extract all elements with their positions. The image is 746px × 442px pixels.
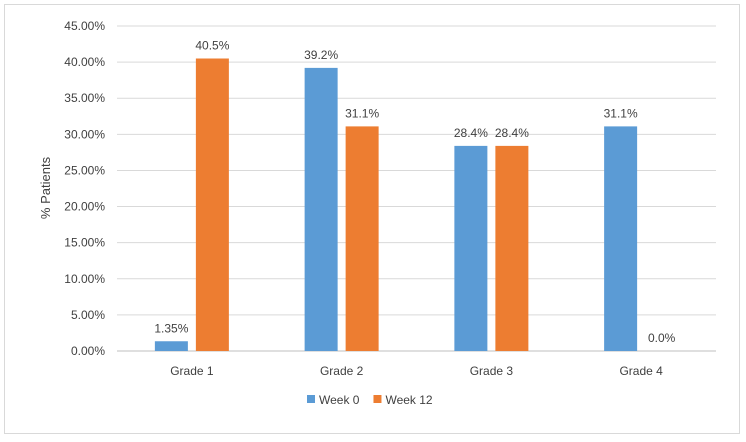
- bar-week-0-grade-2: [304, 67, 338, 351]
- x-tick-label: Grade 1: [170, 364, 214, 378]
- x-axis-ticks: Grade 1 Grade 2 Grade 3 Grade 4: [170, 364, 663, 378]
- y-tick-label: 30.00%: [64, 127, 105, 141]
- y-tick-label: 5.00%: [71, 308, 105, 322]
- legend-swatch: [307, 395, 315, 403]
- y-axis-ticks: 0.00% 5.00% 10.00% 15.00% 20.00% 25.00% 30.00%…: [64, 19, 105, 358]
- y-tick-label: 15.00%: [64, 236, 105, 250]
- bar-week-0-grade-4: [604, 126, 638, 351]
- bar-week-12-grade-2: [345, 126, 379, 351]
- bar-week-0-grade-1: [154, 341, 188, 351]
- y-tick-label: 10.00%: [64, 272, 105, 286]
- x-tick-label: Grade 2: [320, 364, 364, 378]
- y-tick-label: 40.00%: [64, 55, 105, 69]
- x-tick-label: Grade 3: [470, 364, 514, 378]
- bar-week-12-grade-1: [195, 58, 229, 351]
- y-axis-title: % Patients: [38, 156, 53, 219]
- data-label: 39.2%: [304, 48, 338, 62]
- legend-label: Week 0: [319, 393, 360, 407]
- data-label: 40.5%: [195, 39, 229, 53]
- data-label: 28.4%: [454, 126, 488, 140]
- y-tick-label: 20.00%: [64, 200, 105, 214]
- y-tick-label: 45.00%: [64, 19, 105, 33]
- y-tick-label: 25.00%: [64, 163, 105, 177]
- data-label: 31.1%: [604, 106, 638, 120]
- bars: [154, 58, 638, 351]
- data-label: 0.0%: [648, 331, 676, 345]
- legend-label: Week 12: [385, 393, 432, 407]
- legend-swatch: [373, 395, 382, 403]
- y-tick-label: 0.00%: [71, 344, 105, 358]
- data-label: 1.35%: [154, 321, 188, 335]
- legend: Week 0 Week 12: [307, 393, 433, 407]
- x-tick-label: Grade 4: [619, 364, 663, 378]
- bar-week-0-grade-3: [454, 145, 488, 351]
- data-label: 31.1%: [345, 106, 379, 120]
- y-tick-label: 35.00%: [64, 91, 105, 105]
- data-label: 28.4%: [495, 126, 529, 140]
- bar-week-12-grade-3: [495, 145, 529, 351]
- data-labels: 1.35% 40.5% 39.2% 31.1% 28.4% 28.4% 31.1% 0.0%: [154, 39, 675, 346]
